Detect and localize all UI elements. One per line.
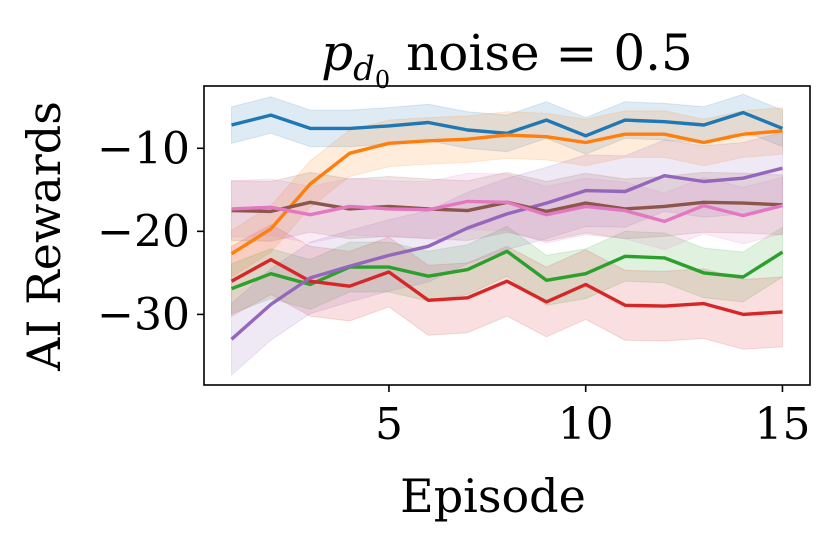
y-tick-label: −20 [97, 206, 190, 257]
y-tick-label: −10 [97, 123, 190, 174]
axis-ticks: 5 10 15 −10 −20 −30 [97, 123, 810, 450]
band-pink [231, 172, 783, 251]
x-tick-label: 10 [558, 399, 614, 450]
chart-title: pd0 noise = 0.5 [321, 24, 693, 94]
series-line-purple [230, 166, 783, 341]
title-subsub: 0 [375, 66, 390, 94]
x-axis-label: Episode [400, 469, 586, 523]
band-red [231, 224, 783, 350]
title-rest: noise = 0.5 [390, 24, 693, 82]
series-line-green [230, 249, 784, 291]
y-axis-label: AI Rewards [17, 101, 71, 372]
band-green [231, 225, 783, 315]
plot-frame [203, 85, 811, 386]
series-line-red [230, 257, 783, 317]
x-tick-label: 5 [375, 399, 403, 450]
series-line-orange [230, 129, 783, 256]
x-tick-label: 15 [754, 399, 810, 450]
series-line-pink [231, 199, 783, 224]
band-brown [231, 171, 783, 242]
confidence-bands [231, 93, 783, 377]
series-lines [230, 110, 784, 341]
y-tick-label: −30 [97, 289, 190, 340]
title-sub: d [353, 49, 375, 89]
title-main: p [321, 24, 353, 82]
